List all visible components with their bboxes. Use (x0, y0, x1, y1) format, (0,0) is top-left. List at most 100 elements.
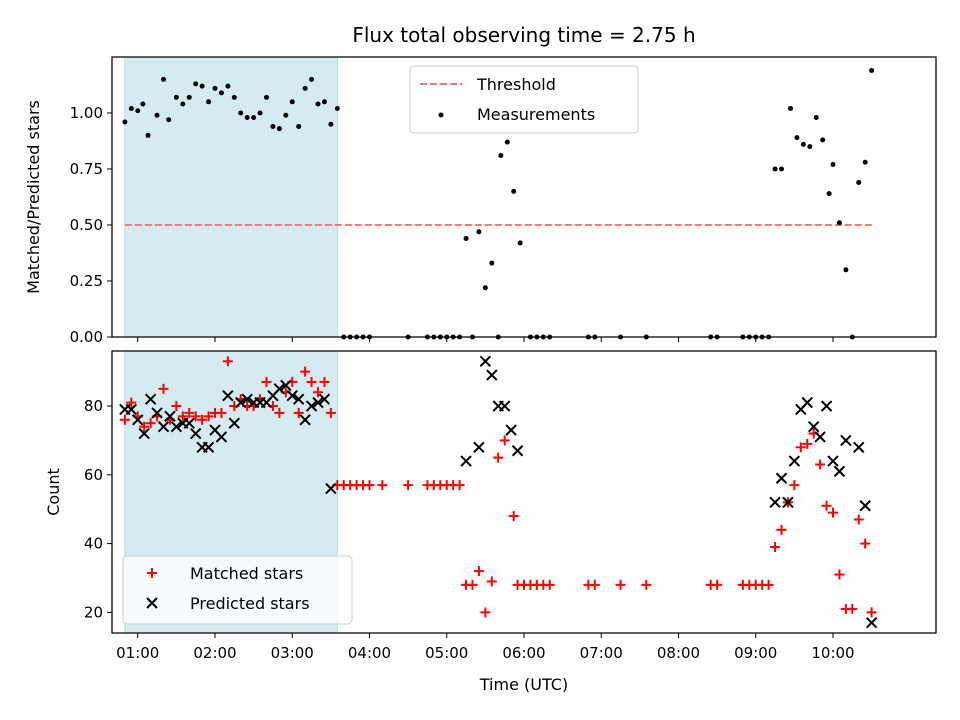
measurement-point (517, 240, 523, 246)
legend-predicted-label: Predicted stars (190, 594, 310, 613)
predicted-star-point (769, 496, 781, 509)
x-tick-label: 06:00 (502, 644, 545, 662)
measurement-point (862, 159, 868, 165)
matched-star-point (834, 569, 845, 580)
y-tick-label: 60 (84, 466, 103, 484)
predicted-star-point (486, 369, 498, 381)
top-y-ticks: 0.00 0.25 0.50 0.75 1.00 (70, 104, 112, 346)
matched-star-point (802, 438, 813, 449)
matched-star-point (493, 452, 504, 463)
matched-star-point (847, 603, 858, 614)
matched-star-point (615, 579, 626, 590)
matched-star-point (828, 507, 838, 518)
measurement-point (302, 85, 308, 91)
matched-star-point (866, 607, 877, 618)
measurement-point (199, 83, 205, 89)
measurement-point (140, 101, 146, 107)
x-tick-label: 02:00 (193, 644, 236, 662)
measurement-point (264, 94, 269, 100)
matched-star-point (467, 579, 478, 590)
predicted-star-point (215, 431, 228, 443)
matched-star-point (319, 376, 330, 387)
predicted-star-point (505, 424, 517, 436)
measurement-point (498, 153, 504, 159)
measurement-point (257, 110, 263, 116)
matched-star-point (789, 480, 800, 491)
predicted-star-point (473, 441, 485, 453)
predicted-star-point (273, 383, 286, 395)
top-y-axis-label: Matched/Predicted stars (24, 100, 43, 294)
matched-star-point (853, 514, 864, 525)
measurement-point (856, 179, 862, 185)
y-tick-label: 1.00 (70, 104, 103, 122)
measurement-point (334, 106, 340, 112)
measurement-point (193, 81, 199, 87)
predicted-star-point (170, 420, 183, 433)
predicted-star-point (827, 455, 839, 467)
matched-star-point (119, 414, 130, 425)
matched-star-point (171, 401, 182, 412)
x-tick-label: 07:00 (580, 644, 623, 662)
x-tick-label: 08:00 (657, 644, 700, 662)
matched-star-point (177, 411, 188, 422)
predicted-star-point (312, 396, 324, 409)
measurement-point (244, 114, 250, 120)
matched-star-point (377, 480, 388, 491)
x-tick-label: 04:00 (348, 644, 391, 662)
measurement-point (511, 188, 517, 194)
measurement-point (154, 112, 160, 118)
predicted-star-point (865, 616, 878, 629)
predicted-star-point (788, 455, 801, 467)
measurement-point (173, 94, 179, 100)
matched-star-point (508, 511, 519, 522)
measurement-point (145, 132, 151, 138)
measurement-point (807, 144, 813, 150)
predicted-star-point (853, 441, 865, 453)
matched-star-point (364, 480, 375, 491)
measurement-point (225, 83, 231, 89)
predicted-star-point (235, 396, 247, 409)
matched-star-point (712, 579, 723, 590)
measurement-point (489, 260, 495, 266)
y-tick-label: 0.00 (70, 328, 103, 346)
measurement-point (309, 76, 315, 82)
measurement-point (836, 220, 842, 226)
measurement-point (504, 139, 510, 145)
matched-star-point (589, 579, 600, 590)
measurement-point (161, 76, 166, 82)
measurement-point (772, 166, 778, 172)
matched-star-point (499, 435, 510, 446)
bottom-y-ticks: 20 40 60 80 (84, 397, 112, 621)
measurement-point (779, 166, 784, 172)
matched-star-point (821, 500, 832, 511)
y-tick-label: 80 (84, 397, 103, 415)
measurement-point (206, 99, 212, 105)
measurement-point (296, 123, 302, 129)
x-tick-label: 09:00 (734, 644, 777, 662)
measurement-point (166, 117, 172, 123)
measurement-point (315, 101, 321, 107)
measurement-point (800, 141, 806, 147)
measurement-point (238, 110, 244, 116)
matched-star-point (300, 366, 311, 377)
matched-star-point (293, 407, 304, 418)
predicted-star-point (228, 417, 241, 429)
measurement-point (186, 94, 192, 100)
predicted-star-point (775, 472, 788, 484)
top-panel: Flux total observing time = 2.75 h 0.000… (24, 23, 937, 346)
measurement-point (328, 121, 334, 127)
predicted-star-point (138, 427, 150, 440)
predicted-star-point (498, 400, 511, 412)
legend-measurements-swatch (438, 112, 444, 118)
predicted-star-point (820, 400, 833, 412)
matched-star-point (126, 397, 137, 408)
matched-star-point (325, 407, 336, 418)
measurement-point (180, 101, 186, 107)
measurement-point (820, 137, 826, 143)
matched-star-point (486, 576, 497, 587)
matched-star-point (203, 411, 214, 422)
predicted-star-point (164, 410, 176, 423)
top-legend: Threshold Measurements (409, 65, 639, 134)
predicted-star-point (299, 414, 311, 426)
predicted-star-point (859, 500, 871, 512)
